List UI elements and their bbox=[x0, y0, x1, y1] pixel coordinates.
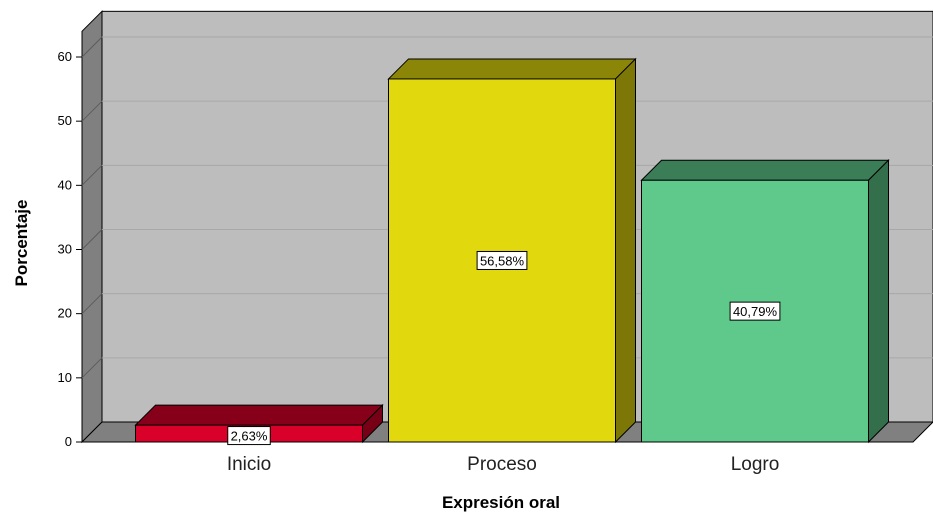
x-axis-categories: Inicio Proceso Logro bbox=[227, 454, 779, 475]
data-label-box bbox=[476, 250, 528, 270]
y-tick-label: 60 bbox=[58, 49, 72, 64]
y-axis-title: Porcentaje bbox=[12, 200, 31, 287]
y-tick-label: 20 bbox=[58, 306, 72, 321]
bar-top bbox=[134, 404, 384, 426]
y-axis-ticks: 0 10 20 30 40 50 60 bbox=[58, 49, 82, 449]
data-label: 40,79% bbox=[733, 304, 778, 319]
bar-top bbox=[387, 58, 637, 80]
data-label: 2,63% bbox=[231, 429, 268, 444]
data-label-box bbox=[227, 426, 271, 446]
gridline-side bbox=[81, 229, 103, 250]
x-category-label: Logro bbox=[731, 454, 780, 475]
bars: 2,63% 56,58% 40,79% bbox=[134, 57, 890, 446]
gridline-side bbox=[81, 36, 103, 58]
bar-group: 2,63% bbox=[134, 403, 384, 446]
bar-top bbox=[640, 159, 890, 181]
left-wall bbox=[81, 10, 103, 444]
data-label: 56,58% bbox=[480, 253, 525, 268]
x-axis-title: Expresión oral bbox=[442, 493, 560, 512]
x-category-label: Proceso bbox=[467, 454, 537, 475]
bar-side bbox=[868, 159, 889, 444]
gridline-side bbox=[81, 100, 103, 122]
y-tick-label: 10 bbox=[58, 370, 72, 385]
bar-group: 56,58% bbox=[387, 57, 637, 444]
x-category-label: Inicio bbox=[227, 454, 271, 475]
gridline-side bbox=[81, 293, 103, 315]
y-tick-label: 0 bbox=[65, 434, 72, 449]
bar-group: 40,79% bbox=[640, 159, 890, 444]
gridline-side bbox=[81, 164, 103, 186]
y-tick-label: 50 bbox=[58, 113, 72, 128]
bar-side bbox=[615, 57, 636, 444]
data-label-box bbox=[729, 301, 781, 321]
gridline-side bbox=[81, 357, 103, 379]
y-tick-label: 40 bbox=[58, 177, 72, 192]
y-tick-label: 30 bbox=[58, 242, 72, 257]
